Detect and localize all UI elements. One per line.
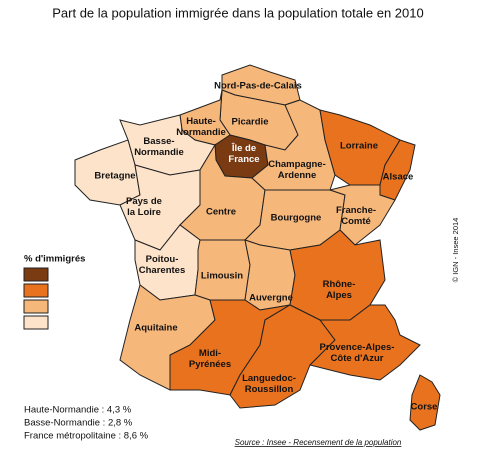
region-label: Picardie: [232, 117, 269, 128]
region-label: Comté: [341, 216, 371, 227]
legend-swatch: [23, 267, 49, 282]
region-label: Pays de: [126, 196, 162, 207]
region-label: Champagne-: [268, 159, 326, 170]
region-label: Charentes: [139, 265, 185, 276]
copyright: © IGN - Insee 2014: [451, 218, 460, 283]
region-label: Normandie: [134, 147, 184, 158]
region-label: Alpes: [326, 290, 352, 301]
region-label: Corse: [411, 402, 438, 413]
region-label: Pyrénées: [189, 359, 231, 370]
region-label: Normandie: [176, 127, 226, 138]
region-label: Haute-: [186, 116, 216, 127]
region-label: Basse-: [143, 136, 174, 147]
region-label: France: [228, 154, 259, 165]
region-label: Ardenne: [278, 170, 317, 181]
region-label: Franche-: [336, 205, 376, 216]
region-label: Bretagne: [94, 171, 135, 182]
region-label: Auvergne: [249, 293, 293, 304]
region-label: Côte d'Azur: [331, 353, 384, 364]
region-label: la Loire: [127, 207, 161, 218]
region: [328, 184, 396, 246]
region-label: Lorraine: [340, 141, 378, 152]
region-labels: Nord-Pas-de-CalaisPicardieHaute-Normandi…: [94, 81, 437, 413]
note: France métropolitaine : 8,6 %: [24, 431, 149, 442]
region-label: Languedoc-: [242, 373, 296, 384]
source: Source : Insee - Recensement de la popul…: [235, 438, 402, 447]
region-label: Roussillon: [245, 384, 294, 395]
legend-swatch: [23, 283, 49, 298]
legend: [23, 267, 49, 330]
region-label: Midi-: [199, 348, 221, 359]
region-label: Aquitaine: [134, 323, 177, 334]
region: [309, 304, 421, 381]
region-label: Centre: [206, 207, 236, 218]
regions: [74, 64, 441, 431]
legend-title: % d'immigrés: [24, 254, 85, 265]
region-label: Nord-Pas-de-Calais: [214, 81, 302, 92]
note: Haute-Normandie : 4,3 %: [24, 405, 132, 416]
note: Basse-Normandie : 2,8 %: [24, 418, 133, 429]
region-label: Poitou-: [146, 254, 179, 265]
region-label: Bourgogne: [271, 213, 322, 224]
region-label: Alsace: [383, 172, 414, 183]
legend-swatch: [23, 299, 49, 314]
region-label: Île de: [231, 142, 256, 154]
region-label: Provence-Alpes-: [320, 342, 395, 353]
region-label: Rhône-: [323, 279, 356, 290]
legend-swatch: [23, 315, 49, 330]
title: Part de la population immigrée dans la p…: [52, 5, 423, 20]
region-label: Limousin: [201, 271, 243, 282]
region: [409, 374, 441, 431]
